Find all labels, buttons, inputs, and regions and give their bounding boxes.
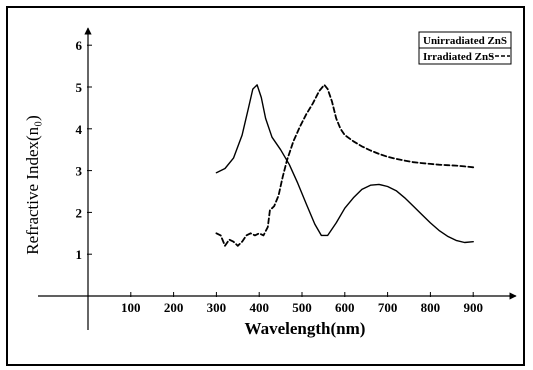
y-tick-label: 6 [76,38,83,53]
series-line-irradiated-zns [215,84,475,247]
y-tick-label: 1 [76,247,83,262]
x-tick-label: 900 [463,300,483,315]
legend-label: Irradiated ZnS [423,51,494,63]
y-tick-label: 5 [76,80,83,95]
series-line-unirradiated-zns [215,84,474,244]
x-tick-label: 700 [378,300,398,315]
x-tick-label: 500 [292,300,312,315]
x-tick-label: 800 [421,300,441,315]
y-tick-label: 4 [76,122,83,137]
y-tick-label: 2 [76,205,83,220]
x-tick-label: 100 [121,300,141,315]
legend: Unirradiated ZnS Irradiated ZnS [418,31,512,65]
x-tick-label: 300 [207,300,227,315]
legend-label: Unirradiated ZnS [423,35,507,47]
x-tick-label: 400 [249,300,269,315]
chart-frame [6,6,525,366]
x-tick-label: 200 [164,300,184,315]
y-tick-label: 3 [76,164,83,179]
y-axis-label: Refractive Index(n₀) [23,115,42,255]
x-tick-label: 600 [335,300,355,315]
x-axis-label: Wavelength(nm) [245,319,366,338]
